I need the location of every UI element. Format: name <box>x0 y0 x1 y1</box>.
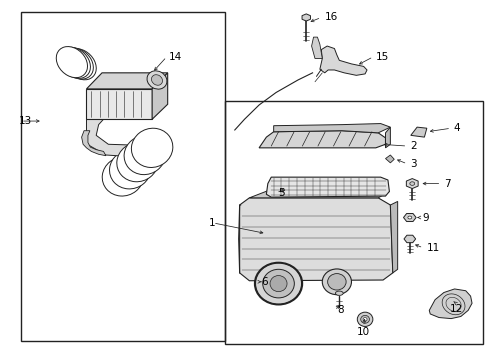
Bar <box>21 12 224 341</box>
Polygon shape <box>403 213 415 221</box>
Text: 8: 8 <box>336 305 343 315</box>
Polygon shape <box>249 191 388 198</box>
Text: 2: 2 <box>409 141 416 151</box>
Polygon shape <box>311 37 322 59</box>
Polygon shape <box>410 127 426 137</box>
Ellipse shape <box>124 135 165 175</box>
Ellipse shape <box>131 128 172 167</box>
Ellipse shape <box>409 182 414 185</box>
Ellipse shape <box>262 269 294 298</box>
Ellipse shape <box>322 269 351 295</box>
Polygon shape <box>302 14 310 21</box>
Text: 3: 3 <box>409 159 416 169</box>
Ellipse shape <box>335 291 343 296</box>
Text: 16: 16 <box>324 13 337 22</box>
Text: 10: 10 <box>356 327 369 337</box>
Ellipse shape <box>269 275 286 292</box>
Text: 9: 9 <box>421 212 427 222</box>
Ellipse shape <box>65 49 96 80</box>
Polygon shape <box>81 131 106 156</box>
Bar <box>86 89 152 119</box>
Polygon shape <box>389 202 397 273</box>
Ellipse shape <box>357 312 372 327</box>
Ellipse shape <box>59 47 90 78</box>
Ellipse shape <box>327 274 346 290</box>
Polygon shape <box>385 155 393 163</box>
Ellipse shape <box>102 157 143 196</box>
Polygon shape <box>84 119 152 157</box>
Ellipse shape <box>363 318 366 321</box>
Ellipse shape <box>360 315 369 323</box>
Polygon shape <box>152 73 167 119</box>
Ellipse shape <box>62 48 93 79</box>
Text: 14: 14 <box>169 52 182 62</box>
Polygon shape <box>259 131 385 148</box>
Ellipse shape <box>117 143 158 182</box>
Bar <box>224 102 482 344</box>
Ellipse shape <box>255 263 301 304</box>
Ellipse shape <box>147 71 166 89</box>
Text: 1: 1 <box>208 218 215 228</box>
Polygon shape <box>239 198 392 281</box>
Text: 5: 5 <box>278 188 285 198</box>
Text: 4: 4 <box>453 123 459 133</box>
Text: 12: 12 <box>448 303 462 314</box>
Text: 6: 6 <box>261 277 267 287</box>
Polygon shape <box>428 289 471 319</box>
Polygon shape <box>406 179 417 189</box>
Text: 11: 11 <box>426 243 439 253</box>
Text: 15: 15 <box>375 52 388 62</box>
Polygon shape <box>266 177 388 197</box>
Text: 7: 7 <box>443 179 449 189</box>
Polygon shape <box>273 123 389 133</box>
Ellipse shape <box>56 46 87 78</box>
Polygon shape <box>403 235 415 243</box>
Ellipse shape <box>151 75 162 85</box>
Polygon shape <box>319 46 366 75</box>
Ellipse shape <box>109 150 151 189</box>
Ellipse shape <box>407 216 411 219</box>
Text: 13: 13 <box>19 116 32 126</box>
Polygon shape <box>385 127 389 148</box>
Polygon shape <box>86 73 167 89</box>
